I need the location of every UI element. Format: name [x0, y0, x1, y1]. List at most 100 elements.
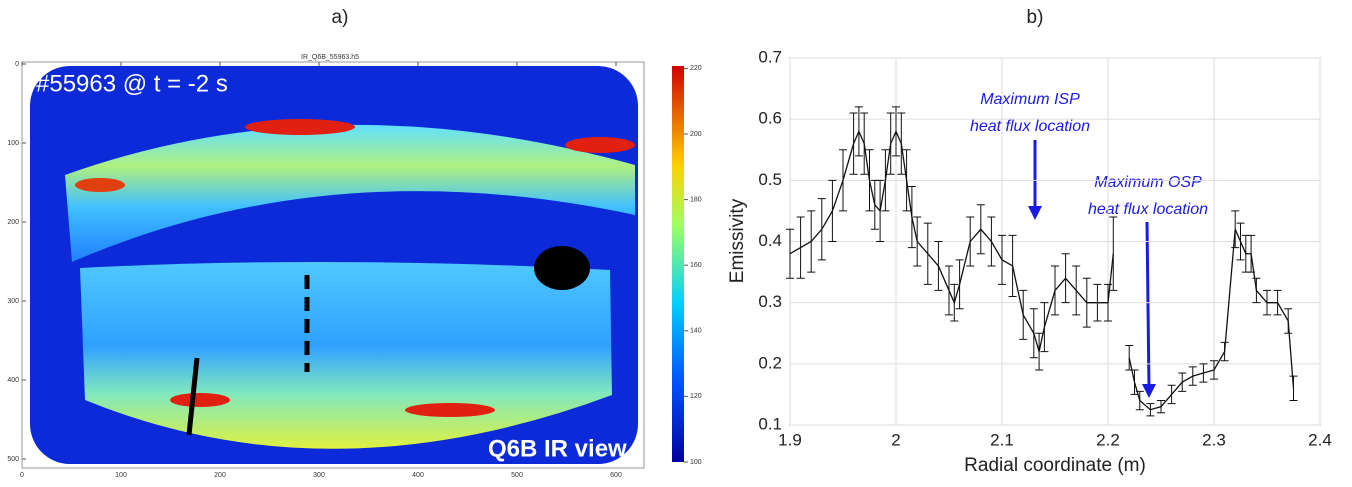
error-bar — [1252, 277, 1261, 304]
y-tick-label: 0.4 — [758, 231, 782, 250]
annotation: Maximum ISP heat flux location — [970, 91, 1090, 135]
chart-title: b) — [1027, 7, 1044, 28]
x-tick-label: 400 — [412, 472, 424, 479]
x-tick-label: 300 — [313, 472, 325, 479]
error-bar — [1273, 289, 1282, 316]
colorbar — [672, 66, 684, 462]
error-bar — [828, 179, 837, 242]
y-tick-label: 0.2 — [758, 353, 782, 372]
error-bar — [892, 106, 900, 157]
error-bar — [860, 112, 869, 175]
y-tick-label: 300 — [7, 298, 19, 305]
error-bar — [1284, 308, 1293, 334]
annotation-isp — [1028, 140, 1042, 220]
annotation-osp — [1142, 221, 1156, 398]
error-bar — [1082, 277, 1091, 328]
colorbar-tick-label: 200 — [690, 131, 702, 138]
error-bar — [1040, 302, 1049, 353]
x-tick-label: 2.2 — [1096, 430, 1120, 449]
view-text: Q6B IR view — [488, 435, 627, 462]
error-bar — [839, 149, 847, 212]
error-bar — [950, 283, 959, 322]
error-bar — [1188, 366, 1197, 386]
error-bar — [1061, 253, 1070, 304]
error-bar — [1093, 283, 1102, 322]
error-bar — [1263, 289, 1271, 316]
data-line — [789, 129, 1114, 352]
error-bar — [817, 198, 826, 261]
error-bar — [854, 106, 863, 157]
error-bar — [1008, 234, 1017, 298]
colorbar-tick-label: 180 — [690, 196, 702, 203]
shot-text: #55963 @ t = -2 s — [36, 70, 228, 97]
error-bar — [796, 216, 805, 279]
error-bar — [1051, 265, 1059, 316]
error-bar — [886, 112, 895, 175]
x-tick-label: 2.4 — [1308, 430, 1332, 449]
error-bar — [1029, 308, 1038, 359]
error-bar — [1135, 390, 1144, 411]
error-bar — [923, 222, 932, 285]
error-bar — [870, 179, 879, 230]
y-tick-label: 400 — [7, 377, 19, 384]
error-bar — [897, 112, 906, 175]
error-bar — [976, 204, 985, 255]
error-bar — [955, 259, 964, 310]
annotation: Maximum OSP heat flux location — [1088, 174, 1208, 218]
x-tick-label: 200 — [214, 472, 226, 479]
colorbar-tick-label: 120 — [690, 393, 702, 400]
error-bar — [865, 149, 874, 212]
y-tick-label: 500 — [7, 456, 19, 463]
ir-image: #55963 @ t = -2 s Q6B IR view IR_Q6B_559… — [21, 54, 684, 469]
error-bar — [998, 234, 1006, 285]
y-tick-label: 0 — [15, 61, 19, 68]
error-bar — [913, 216, 922, 267]
x-tick-label: 2.3 — [1202, 430, 1226, 449]
error-bar — [966, 216, 975, 267]
colorbar-tick-label: 160 — [690, 262, 702, 269]
error-bar — [1231, 210, 1240, 249]
x-tick-label: 1.9 — [778, 430, 802, 449]
error-bar — [907, 185, 916, 249]
x-tick-label: 0 — [20, 472, 24, 479]
error-bar — [987, 216, 996, 267]
error-bar — [1157, 400, 1165, 414]
file-name: IR_Q6B_55963.h5 — [301, 54, 359, 61]
y-tick-label: 0.6 — [758, 109, 782, 128]
y-tick-label: 0.7 — [758, 47, 782, 66]
error-bar — [876, 179, 885, 242]
error-bar — [1109, 216, 1118, 291]
y-tick-label: 0.1 — [758, 414, 782, 433]
error-bar — [786, 228, 794, 279]
error-bar — [1104, 283, 1112, 322]
colorbar-tick-label: 100 — [690, 459, 702, 466]
error-bar — [1125, 344, 1134, 371]
error-bar — [934, 241, 943, 291]
data-line — [1128, 229, 1295, 411]
x-tick-label: 2 — [891, 430, 900, 449]
error-bar — [1019, 289, 1028, 340]
error-bar — [1210, 360, 1218, 380]
x-axis-label: Radial coordinate (m) — [964, 455, 1146, 476]
y-tick-label: 0.5 — [758, 170, 782, 189]
colorbar-tick-label: 220 — [690, 65, 702, 72]
error-bar — [881, 149, 890, 212]
x-tick-label: 500 — [511, 472, 523, 479]
error-bar — [1035, 332, 1044, 371]
error-bar — [1072, 265, 1081, 316]
x-tick-label: 600 — [610, 472, 622, 479]
error-bar — [1167, 384, 1176, 405]
panel-label: a) — [332, 7, 349, 28]
error-bar — [1247, 234, 1256, 273]
error-bar — [807, 210, 816, 273]
error-bar — [1236, 222, 1245, 261]
error-bar — [849, 112, 858, 175]
error-bar — [1178, 372, 1187, 392]
error-bar — [1289, 375, 1298, 402]
y-axis-label: Emissivity — [727, 198, 748, 283]
y-tick-label: 200 — [7, 219, 19, 226]
x-tick-label: 2.1 — [990, 430, 1014, 449]
error-bar — [1146, 403, 1155, 417]
error-bar — [1199, 363, 1208, 383]
